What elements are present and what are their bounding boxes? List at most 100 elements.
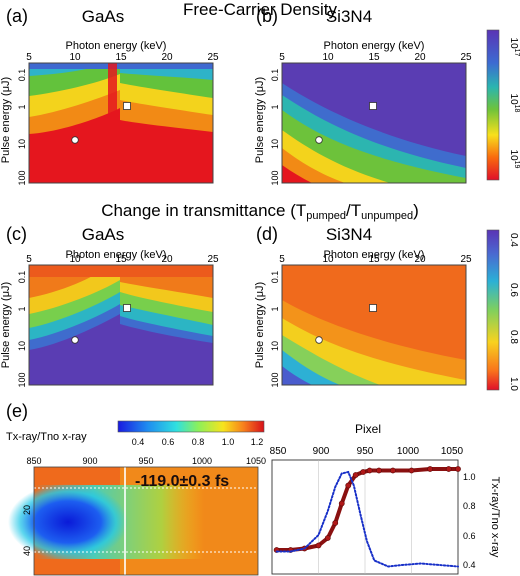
profile-xtick: 900: [313, 446, 330, 457]
panel-d-marker-square: [369, 304, 377, 312]
profile-xtick: 1050: [441, 446, 464, 457]
profile-ylabel: Tx-ray/Tno x-ray: [489, 477, 501, 558]
panel-a: (a) GaAs Photon energy (keV) Pulse energ…: [0, 6, 219, 186]
panel-e-time-annotation: -119.0±0.3 fs: [135, 473, 229, 490]
panel-b-xlabel: Photon energy (keV): [324, 40, 425, 52]
colorbar-transmittance-tick: 0.4: [508, 233, 519, 247]
panel-c-heat-top: [29, 265, 213, 277]
panel-c-marker-circle: [71, 336, 79, 344]
panel-e-colorbar-tick: 0.6: [162, 437, 175, 447]
panel-b-xtick: 25: [460, 52, 472, 63]
panel-c-ytick: 0.1: [17, 271, 27, 284]
panel-b-xtick: 15: [368, 52, 380, 63]
panel-a-heat-top: [29, 63, 213, 69]
panel-d-frame: [281, 264, 467, 386]
profile-red-point: [455, 466, 461, 472]
panel-a-marker-circle: [71, 136, 79, 144]
panel-e-image-xtick: 850: [26, 456, 41, 466]
panel-c-marker-square: [123, 304, 131, 312]
panel-c-ytick: 1: [17, 306, 27, 311]
panel-d-title: Si3N4: [326, 225, 372, 244]
panel-b-yticks: 0.1 1 10 100: [270, 69, 280, 186]
panel-e-image-xtick: 1050: [246, 456, 266, 466]
profile-red-point: [427, 466, 433, 472]
panel-b-ytick: 1: [270, 104, 280, 109]
panel-c-xtick: 25: [207, 254, 219, 265]
panel-c-ytick: 100: [17, 372, 27, 387]
panel-b-heat-red: [282, 165, 312, 183]
panel-b-ytick: 0.1: [270, 69, 280, 82]
panel-a-ytick: 0.1: [17, 69, 27, 82]
panel-b-marker-circle: [315, 136, 323, 144]
panel-e-image-ytick: 40: [22, 546, 32, 556]
panel-b-xticks: 5 10 15 20 25: [279, 52, 472, 63]
panel-d-xtick: 15: [368, 254, 380, 265]
title-free-carrier-density: Free-Carrier Density: [183, 0, 337, 19]
panel-a-label: (a): [6, 6, 28, 26]
panel-a-edge-stripe: [108, 63, 117, 183]
panel-b-label: (b): [256, 6, 278, 26]
panel-b-heat-orange: [282, 148, 345, 183]
panel-c-ytick: 10: [17, 341, 27, 351]
panel-a-xlabel: Photon energy (keV): [66, 40, 167, 52]
profile-red-point: [445, 466, 452, 472]
panel-b-ylabel: Pulse energy (μJ): [254, 77, 266, 163]
panel-e: (e) Tx-ray/Tno x-ray 0.4 0.6 0.8 1.0 1.2…: [6, 401, 266, 576]
panel-d-ytick: 1: [270, 306, 280, 311]
colorbar-transmittance: 0.4 0.6 0.8 1.0: [486, 229, 519, 391]
panel-e-label: (e): [6, 401, 28, 421]
panel-a-xtick: 20: [161, 52, 173, 63]
panel-d-ytick: 0.1: [270, 271, 280, 284]
colorbar-density-tick-1e18: 1018: [508, 94, 520, 113]
panel-b-frame: [281, 62, 467, 184]
profile-red-point: [352, 472, 359, 478]
panel-e-colorbar-label: Tx-ray/Tno x-ray: [6, 431, 87, 443]
panel-d-xticks: 5 10 15 20 25: [279, 254, 472, 265]
panel-c-xtick: 5: [26, 254, 32, 265]
panel-d-xtick: 5: [279, 254, 285, 265]
panel-c-xticks: 5 10 15 20 25: [26, 254, 219, 265]
panel-d-label: (d): [256, 224, 278, 244]
panel-b-ytick: 10: [270, 139, 280, 149]
panel-d-xlabel: Photon energy (keV): [324, 249, 425, 261]
panel-d-xtick: 25: [460, 254, 472, 265]
profile-red-point: [332, 520, 339, 526]
profile-series-blue-dotted: [275, 470, 459, 568]
panel-c-yticks: 0.1 1 10 100: [17, 271, 27, 388]
panel-e-profile: Pixel 850 900 950 1000 1050 0.4 0.6 0.8 …: [270, 422, 501, 575]
panel-e-colorbar-tick: 0.8: [192, 437, 205, 447]
panel-a-ytick: 100: [17, 170, 27, 185]
panel-b-xtick: 5: [279, 52, 285, 63]
colorbar-transmittance-bar: [486, 229, 500, 391]
colorbar-transmittance-tick: 1.0: [508, 377, 519, 391]
panel-b-marker-square: [369, 102, 377, 110]
colorbar-transmittance-tick: 0.8: [508, 330, 519, 344]
profile-red-point: [315, 542, 322, 549]
title-subscript-unpumped: unpumped: [361, 210, 413, 222]
panel-d-xtick: 20: [414, 254, 426, 265]
panel-e-colorbar-tick: 1.0: [222, 437, 235, 447]
panel-c-xtick: 10: [69, 254, 81, 265]
panel-b-ytick: 100: [270, 170, 280, 185]
panel-a-ylabel: Pulse energy (μJ): [0, 77, 12, 163]
panel-a-title: GaAs: [82, 7, 125, 26]
panel-c-xtick: 20: [161, 254, 173, 265]
colorbar-density-bar: [486, 29, 500, 181]
panel-e-image-xtick: 1000: [192, 456, 212, 466]
profile-red-point: [338, 500, 345, 507]
panel-e-colorbar-tick: 1.2: [251, 437, 264, 447]
panel-d-marker-circle: [315, 336, 323, 344]
profile-gridlines: [318, 460, 412, 574]
panel-c-xlabel: Photon energy (keV): [66, 249, 167, 261]
panel-d-ylabel: Pulse energy (μJ): [254, 282, 266, 368]
profile-xtick: 850: [270, 446, 287, 457]
panel-d: (d) Si3N4 Photon energy (keV) Pulse ener…: [254, 224, 472, 388]
profile-series: [273, 466, 461, 568]
panel-a-yticks: 0.1 1 10 100: [17, 69, 27, 186]
title-subscript-pumped: pumped: [306, 210, 346, 222]
colorbar-transmittance-tick: 0.6: [508, 283, 519, 297]
profile-red-point: [389, 467, 396, 474]
panel-b: (b) Si3N4 Photon energy (keV) Pulse ener…: [254, 6, 472, 186]
profile-xtick: 950: [357, 446, 374, 457]
panel-a-xtick: 25: [207, 52, 219, 63]
